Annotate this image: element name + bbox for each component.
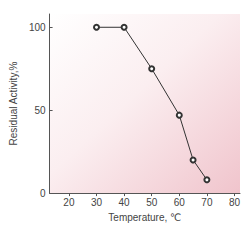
svg-text:0: 0: [40, 188, 46, 199]
svg-text:40: 40: [119, 197, 131, 208]
svg-text:60: 60: [174, 197, 186, 208]
svg-text:70: 70: [201, 197, 213, 208]
svg-text:Residual Activity,%: Residual Activity,%: [8, 62, 19, 146]
svg-text:Temperature, ℃: Temperature, ℃: [108, 212, 181, 223]
svg-text:50: 50: [34, 105, 46, 116]
svg-text:20: 20: [63, 197, 75, 208]
svg-text:100: 100: [29, 22, 46, 33]
svg-text:50: 50: [146, 197, 158, 208]
svg-text:30: 30: [91, 197, 103, 208]
svg-text:80: 80: [229, 197, 241, 208]
